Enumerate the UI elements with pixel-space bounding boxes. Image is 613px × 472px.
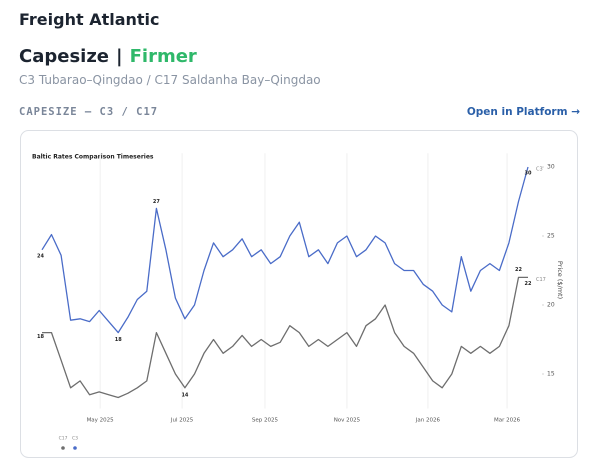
data-label: 14 (181, 392, 188, 398)
y-tick-label: 25 (547, 233, 555, 240)
series-line (42, 276, 528, 399)
chart: Baltic Rates Comparison Timeseries Price… (20, 130, 578, 458)
legend-label: C3 (72, 436, 78, 442)
legend-label: C17 (59, 436, 68, 442)
data-label: 22 (515, 267, 522, 273)
x-tick-label: Sep 2025 (252, 418, 279, 424)
data-label: 27 (153, 199, 160, 205)
segment-heading: Capesize | Firmer (19, 46, 197, 67)
series-line (41, 166, 529, 334)
y-tick-label: 30 (547, 164, 555, 171)
y-axis-label: Price ($/mt) (556, 261, 564, 299)
x-tick-label: Mar 2026 (494, 418, 521, 424)
x-tick-label: May 2025 (87, 418, 115, 424)
routes: C3 Tubarao–Qingdao / C17 Saldanha Bay–Qi… (19, 73, 321, 87)
y-tick-label: 15 (547, 371, 555, 378)
data-label: 18 (115, 337, 122, 343)
chart-panel (20, 130, 578, 458)
x-tick-label: Jan 2026 (415, 418, 441, 424)
legend-dot (73, 446, 77, 450)
data-label: 24 (37, 253, 44, 259)
app-title: Freight Atlantic (19, 10, 160, 29)
x-tick-label: Jul 2025 (170, 418, 194, 424)
data-label: 18 (37, 334, 44, 340)
legend-dot (61, 446, 65, 450)
segment: Capesize (19, 46, 110, 67)
y-tick-label: 20 (547, 302, 555, 309)
data-label: 22 (525, 281, 532, 287)
series-end-label: C17 (536, 277, 546, 283)
separator: | (116, 46, 123, 67)
chart-title: Baltic Rates Comparison Timeseries (32, 154, 154, 161)
section-label: CAPESIZE — C3 / C17 (19, 106, 159, 118)
data-label: 30 (525, 171, 532, 177)
x-tick-label: Nov 2025 (334, 418, 361, 424)
open-link[interactable]: Open in Platform → (466, 106, 580, 118)
series-end-label: C3 (536, 167, 543, 173)
sentiment: Firmer (129, 46, 197, 67)
